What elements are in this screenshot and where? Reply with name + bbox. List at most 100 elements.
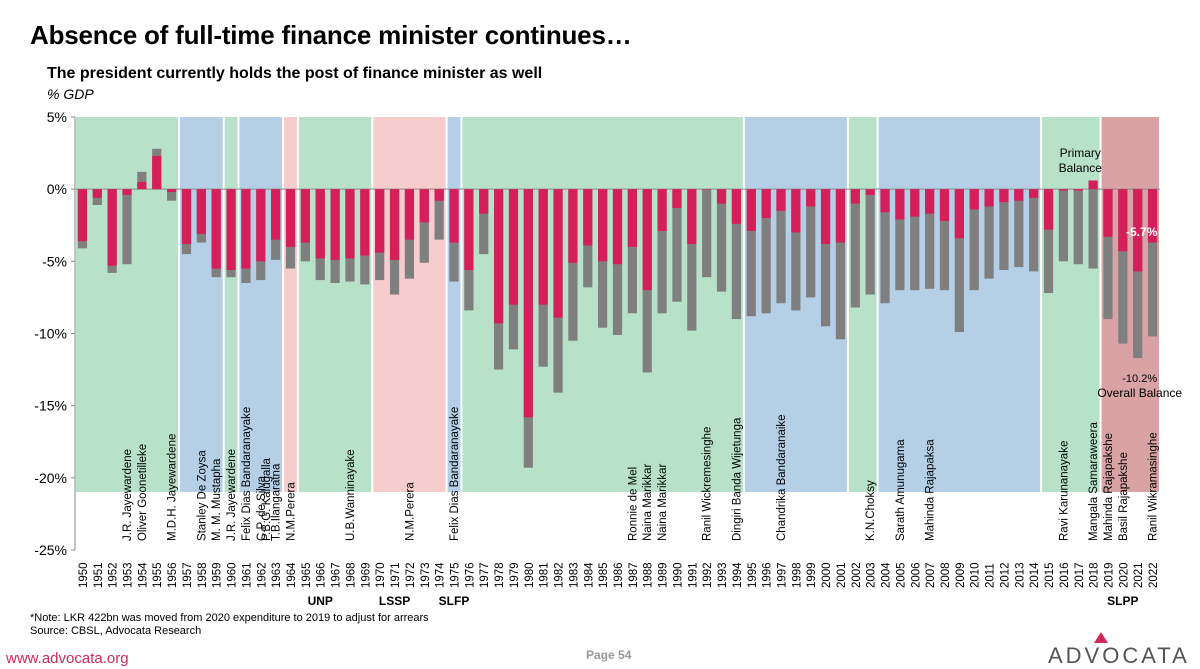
- minister-label: Oliver Goonetilleke: [137, 444, 149, 541]
- x-tick-label: 1952: [108, 562, 120, 588]
- primary-balance-bar: [523, 189, 533, 418]
- party-band: [373, 117, 446, 492]
- page-title: Absence of full-time finance minister co…: [30, 20, 632, 50]
- overall-balance-bar: [731, 189, 742, 320]
- primary-balance-bar: [315, 189, 325, 259]
- x-tick-label: 1972: [405, 562, 417, 588]
- overall-balance-bar: [702, 189, 712, 278]
- primary-balance-bar: [152, 155, 162, 190]
- minister-label: M. M. Mustapha: [211, 458, 223, 541]
- x-tick-label: 1996: [762, 562, 774, 588]
- primary-balance-bar: [508, 189, 519, 305]
- minister-label: Basil Rajapakshe: [1118, 452, 1130, 541]
- overall-balance-bar: [791, 189, 801, 311]
- overall-balance-bar: [479, 189, 489, 255]
- party-label: UNP: [308, 594, 333, 608]
- minister-label: P.B.G. Kalugalla: [261, 457, 273, 541]
- x-tick-label: 1963: [271, 562, 283, 588]
- minister-label: Dingiri Banda Wijetunga: [731, 417, 743, 541]
- x-tick-label: 1984: [583, 562, 595, 588]
- minister-label: Mahinda Rajapaksa: [925, 439, 937, 541]
- x-tick-label: 2019: [1103, 562, 1115, 588]
- primary-balance-bar: [1014, 189, 1024, 201]
- overall-balance-bar: [1147, 189, 1158, 337]
- overall-balance-bar: [716, 189, 727, 292]
- x-tick-label: 1991: [687, 562, 699, 588]
- x-tick-label: 1982: [554, 562, 566, 588]
- primary-balance-bar: [300, 189, 310, 243]
- primary-balance-bar: [939, 189, 950, 221]
- primary-balance-bar: [538, 189, 548, 305]
- x-tick-label: 1955: [152, 562, 164, 588]
- party-band: [76, 117, 179, 492]
- primary-balance-bar: [211, 189, 221, 269]
- x-tick-label: 1977: [479, 562, 491, 588]
- primary-balance-annotation-line2: Balance: [1059, 161, 1103, 175]
- minister-label: K.N.Choksy: [865, 480, 877, 541]
- primary-balance-bar: [479, 189, 489, 214]
- chart-subtitle: The president currently holds the post o…: [47, 65, 543, 82]
- primary-balance-bar: [791, 189, 801, 233]
- x-tick-label: 1971: [390, 562, 402, 588]
- x-tick-label: 1969: [360, 562, 372, 588]
- minister-label: Chandrika Bandaranaike: [776, 414, 788, 541]
- primary-balance-bar: [389, 189, 400, 260]
- minister-label: Naina Marikkar: [657, 464, 669, 541]
- x-tick-label: 1979: [509, 562, 521, 588]
- website-link[interactable]: www.advocata.org: [6, 650, 129, 667]
- overall-balance-bar: [969, 189, 979, 291]
- primary-balance-bar: [1029, 189, 1039, 198]
- overall-balance-bar: [137, 171, 147, 190]
- minister-label: J.R. Jayewardene: [226, 449, 238, 541]
- overall-balance-bar: [167, 189, 177, 201]
- primary-balance-bar: [419, 189, 429, 223]
- value-2022-label: -10.2%: [1122, 373, 1157, 385]
- x-tick-label: 2012: [999, 562, 1011, 588]
- primary-balance-bar: [464, 189, 474, 270]
- primary-balance-bar: [642, 189, 652, 291]
- x-tick-label: 1951: [93, 562, 105, 588]
- x-tick-label: 1975: [450, 562, 462, 588]
- overall-balance-bar: [984, 189, 994, 279]
- x-tick-label: 2022: [1148, 562, 1160, 588]
- overall-balance-bar: [657, 189, 667, 314]
- x-tick-label: 1978: [494, 562, 506, 588]
- overall-balance-bar: [999, 189, 1009, 270]
- minister-label: Stanley De Zoysa: [196, 450, 208, 541]
- primary-balance-bar: [107, 189, 117, 266]
- x-tick-label: 1993: [717, 562, 729, 588]
- primary-balance-bar: [375, 189, 385, 253]
- primary-balance-bar: [746, 189, 756, 232]
- primary-balance-bar: [1088, 180, 1098, 190]
- overall-balance-bar: [568, 189, 578, 341]
- x-tick-label: 2000: [821, 562, 833, 588]
- x-tick-label: 2009: [955, 562, 967, 588]
- minister-label: Felix Dias Bandaranayake: [241, 407, 253, 541]
- x-tick-label: 1999: [806, 562, 818, 588]
- source-text: Source: CBSL, Advocata Research: [30, 625, 202, 637]
- x-tick-label: 2007: [925, 562, 937, 588]
- x-tick-label: 1974: [435, 562, 447, 588]
- overall-balance-bar: [687, 189, 697, 331]
- x-tick-label: 1960: [227, 562, 239, 588]
- overall-balance-bar: [925, 189, 935, 289]
- x-axis: 1950 1951 1952 1953 1954 1955 1956 1957 1958 1959…: [78, 562, 1160, 608]
- overall-balance-bar: [1073, 189, 1083, 265]
- minister-label: U.B.Wanninayake: [345, 449, 357, 541]
- primary-balance-bar: [122, 189, 132, 195]
- primary-balance-bar: [925, 189, 935, 214]
- x-tick-label: 2021: [1133, 562, 1145, 588]
- primary-balance-bar: [835, 189, 846, 243]
- primary-balance-bar: [761, 189, 771, 219]
- minister-label: C.P. de Silva: [256, 475, 268, 541]
- brand-triangle-icon: [1094, 632, 1108, 643]
- overall-balance-bar: [746, 189, 756, 317]
- primary-balance-bar: [687, 189, 697, 245]
- primary-balance-bar: [241, 189, 251, 269]
- x-tick-label: 1981: [539, 562, 551, 588]
- primary-balance-bar: [806, 189, 816, 207]
- x-tick-label: 1967: [331, 562, 343, 588]
- overall-balance-bar: [672, 189, 682, 302]
- primary-balance-bar: [598, 189, 608, 262]
- overall-balance-bar: [627, 189, 637, 314]
